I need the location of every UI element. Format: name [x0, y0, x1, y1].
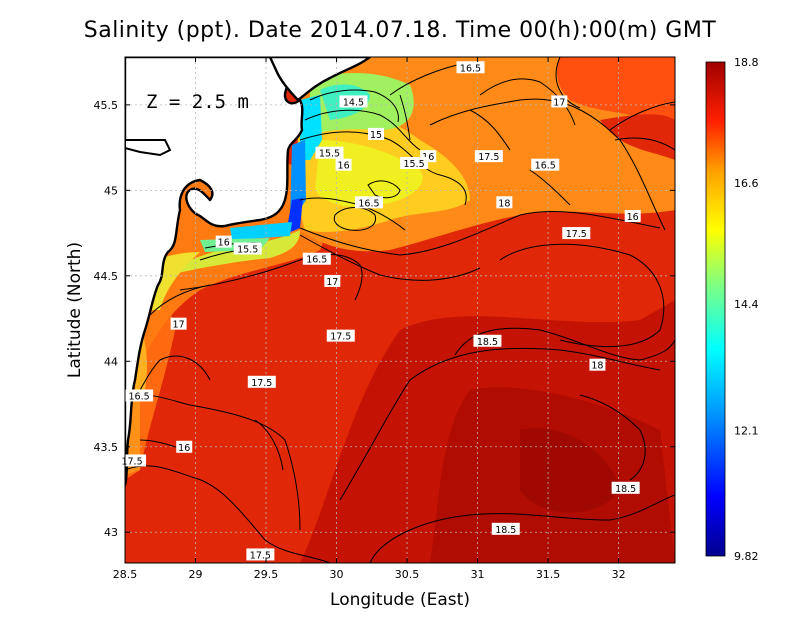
contour-label-bg: [335, 158, 352, 171]
y-axis-ticks: 43 43.5 44 44.5 45 45.5: [94, 99, 675, 539]
plot-frame: [124, 56, 676, 564]
x-tick-label: 31: [471, 568, 485, 581]
contour-label: 16.5: [129, 391, 150, 402]
contour-label-bg: [473, 334, 502, 347]
contour-label-bg: [233, 242, 262, 255]
x-tick-label: 32: [612, 568, 626, 581]
contour-lines: [125, 57, 675, 563]
x-tick-label: 30: [330, 568, 344, 581]
contour-label: 18.5: [477, 337, 498, 348]
contour-label-bg: [246, 548, 275, 561]
x-axis-title: Longitude (East): [330, 590, 470, 610]
colorbar-tick-label: 16.6: [734, 177, 759, 190]
contour-label: 18.5: [495, 525, 516, 536]
y-axis-title: Latitude (North): [65, 242, 85, 378]
contour-label-bg: [339, 95, 368, 108]
map-title: Salinity (ppt). Date 2014.07.18. Time 00…: [83, 18, 717, 43]
contour-label: 17: [326, 277, 338, 288]
contour-label-bg: [247, 375, 276, 388]
colorbar-tick-label: 18.8: [734, 56, 759, 69]
contour-label: 16: [422, 152, 434, 163]
contour-label-bg: [215, 235, 232, 248]
x-tick-label: 29.5: [254, 568, 279, 581]
y-tick-label: 44: [104, 355, 118, 368]
contour-label: 18: [498, 198, 510, 209]
contour-label-bg: [531, 158, 560, 171]
contour-label-bg: [400, 156, 429, 169]
contour-label-bg: [354, 196, 383, 209]
contour-label-bg: [170, 317, 187, 330]
x-axis-ticks: 28.5 29 29.5 30 30.5 31 31.5 32: [113, 57, 626, 581]
contour-label: 15.5: [404, 159, 425, 170]
x-tick-label: 28.5: [113, 568, 138, 581]
contour-label-bg: [456, 61, 485, 74]
contour-label-bg: [624, 209, 641, 222]
contour-label-bg: [324, 274, 341, 287]
contour-label: 16.5: [460, 63, 481, 74]
contour-label: 17: [553, 97, 565, 108]
y-tick-label: 43.5: [94, 441, 119, 454]
contour-label-bg: [496, 196, 513, 209]
contour-label: 16: [338, 161, 350, 172]
contour-label: 17.5: [250, 550, 271, 561]
x-tick-label: 31.5: [536, 568, 561, 581]
contour-label-bg: [611, 481, 640, 494]
contour-label: 16.5: [306, 255, 327, 266]
contour-label-bg: [562, 227, 591, 240]
contour-label: 17: [173, 320, 185, 331]
contour-label-bg: [491, 522, 520, 535]
contour-label: 18: [591, 361, 603, 372]
colorbar-tick-label: 9.82: [734, 550, 759, 563]
contour-label: 16: [627, 212, 639, 223]
contour-label: 15: [370, 130, 382, 141]
colorbar: [705, 61, 726, 557]
coastline-crimea-edge: [268, 57, 372, 102]
contour-label-bg: [551, 95, 568, 108]
contour-label: 15.5: [319, 149, 340, 160]
contour-label-bg: [589, 358, 606, 371]
contour-label-bg: [125, 389, 154, 402]
contour-label-bg: [326, 329, 355, 342]
x-tick-label: 30.5: [395, 568, 420, 581]
depth-label: Z = 2.5 m: [146, 91, 249, 113]
y-tick-label: 45: [104, 184, 118, 197]
contour-label: 16.5: [358, 198, 379, 209]
contour-label-bg: [315, 146, 344, 159]
contour-label: 17.5: [566, 229, 587, 240]
colorbar-tick-label: 14.4: [734, 298, 759, 311]
salinity-field: [125, 57, 675, 563]
contour-label: 14.5: [343, 97, 364, 108]
contour-label: 17.5: [121, 456, 142, 467]
y-tick-label: 45.5: [94, 99, 119, 112]
contour-label: 18.5: [615, 484, 636, 495]
contour-label: 16.5: [535, 161, 556, 172]
contour-label-bg: [368, 127, 385, 140]
contour-label-bg: [474, 150, 503, 163]
contour-label-bg: [176, 440, 193, 453]
y-tick-label: 44.5: [94, 270, 119, 283]
colorbar-ticks: 18.8 16.6 14.4 12.1 9.82: [734, 56, 759, 563]
contour-label: 17.5: [251, 378, 272, 389]
contour-label: 16: [218, 238, 230, 249]
contour-label: 15.5: [237, 244, 258, 255]
colorbar-tick-label: 12.1: [734, 425, 759, 438]
y-tick-label: 43: [104, 526, 118, 539]
contour-label-bg: [302, 252, 331, 265]
contour-label: 17.5: [478, 152, 499, 163]
contour-label: 16: [178, 443, 190, 454]
x-tick-label: 29: [189, 568, 203, 581]
contour-label: 17.5: [330, 332, 351, 343]
